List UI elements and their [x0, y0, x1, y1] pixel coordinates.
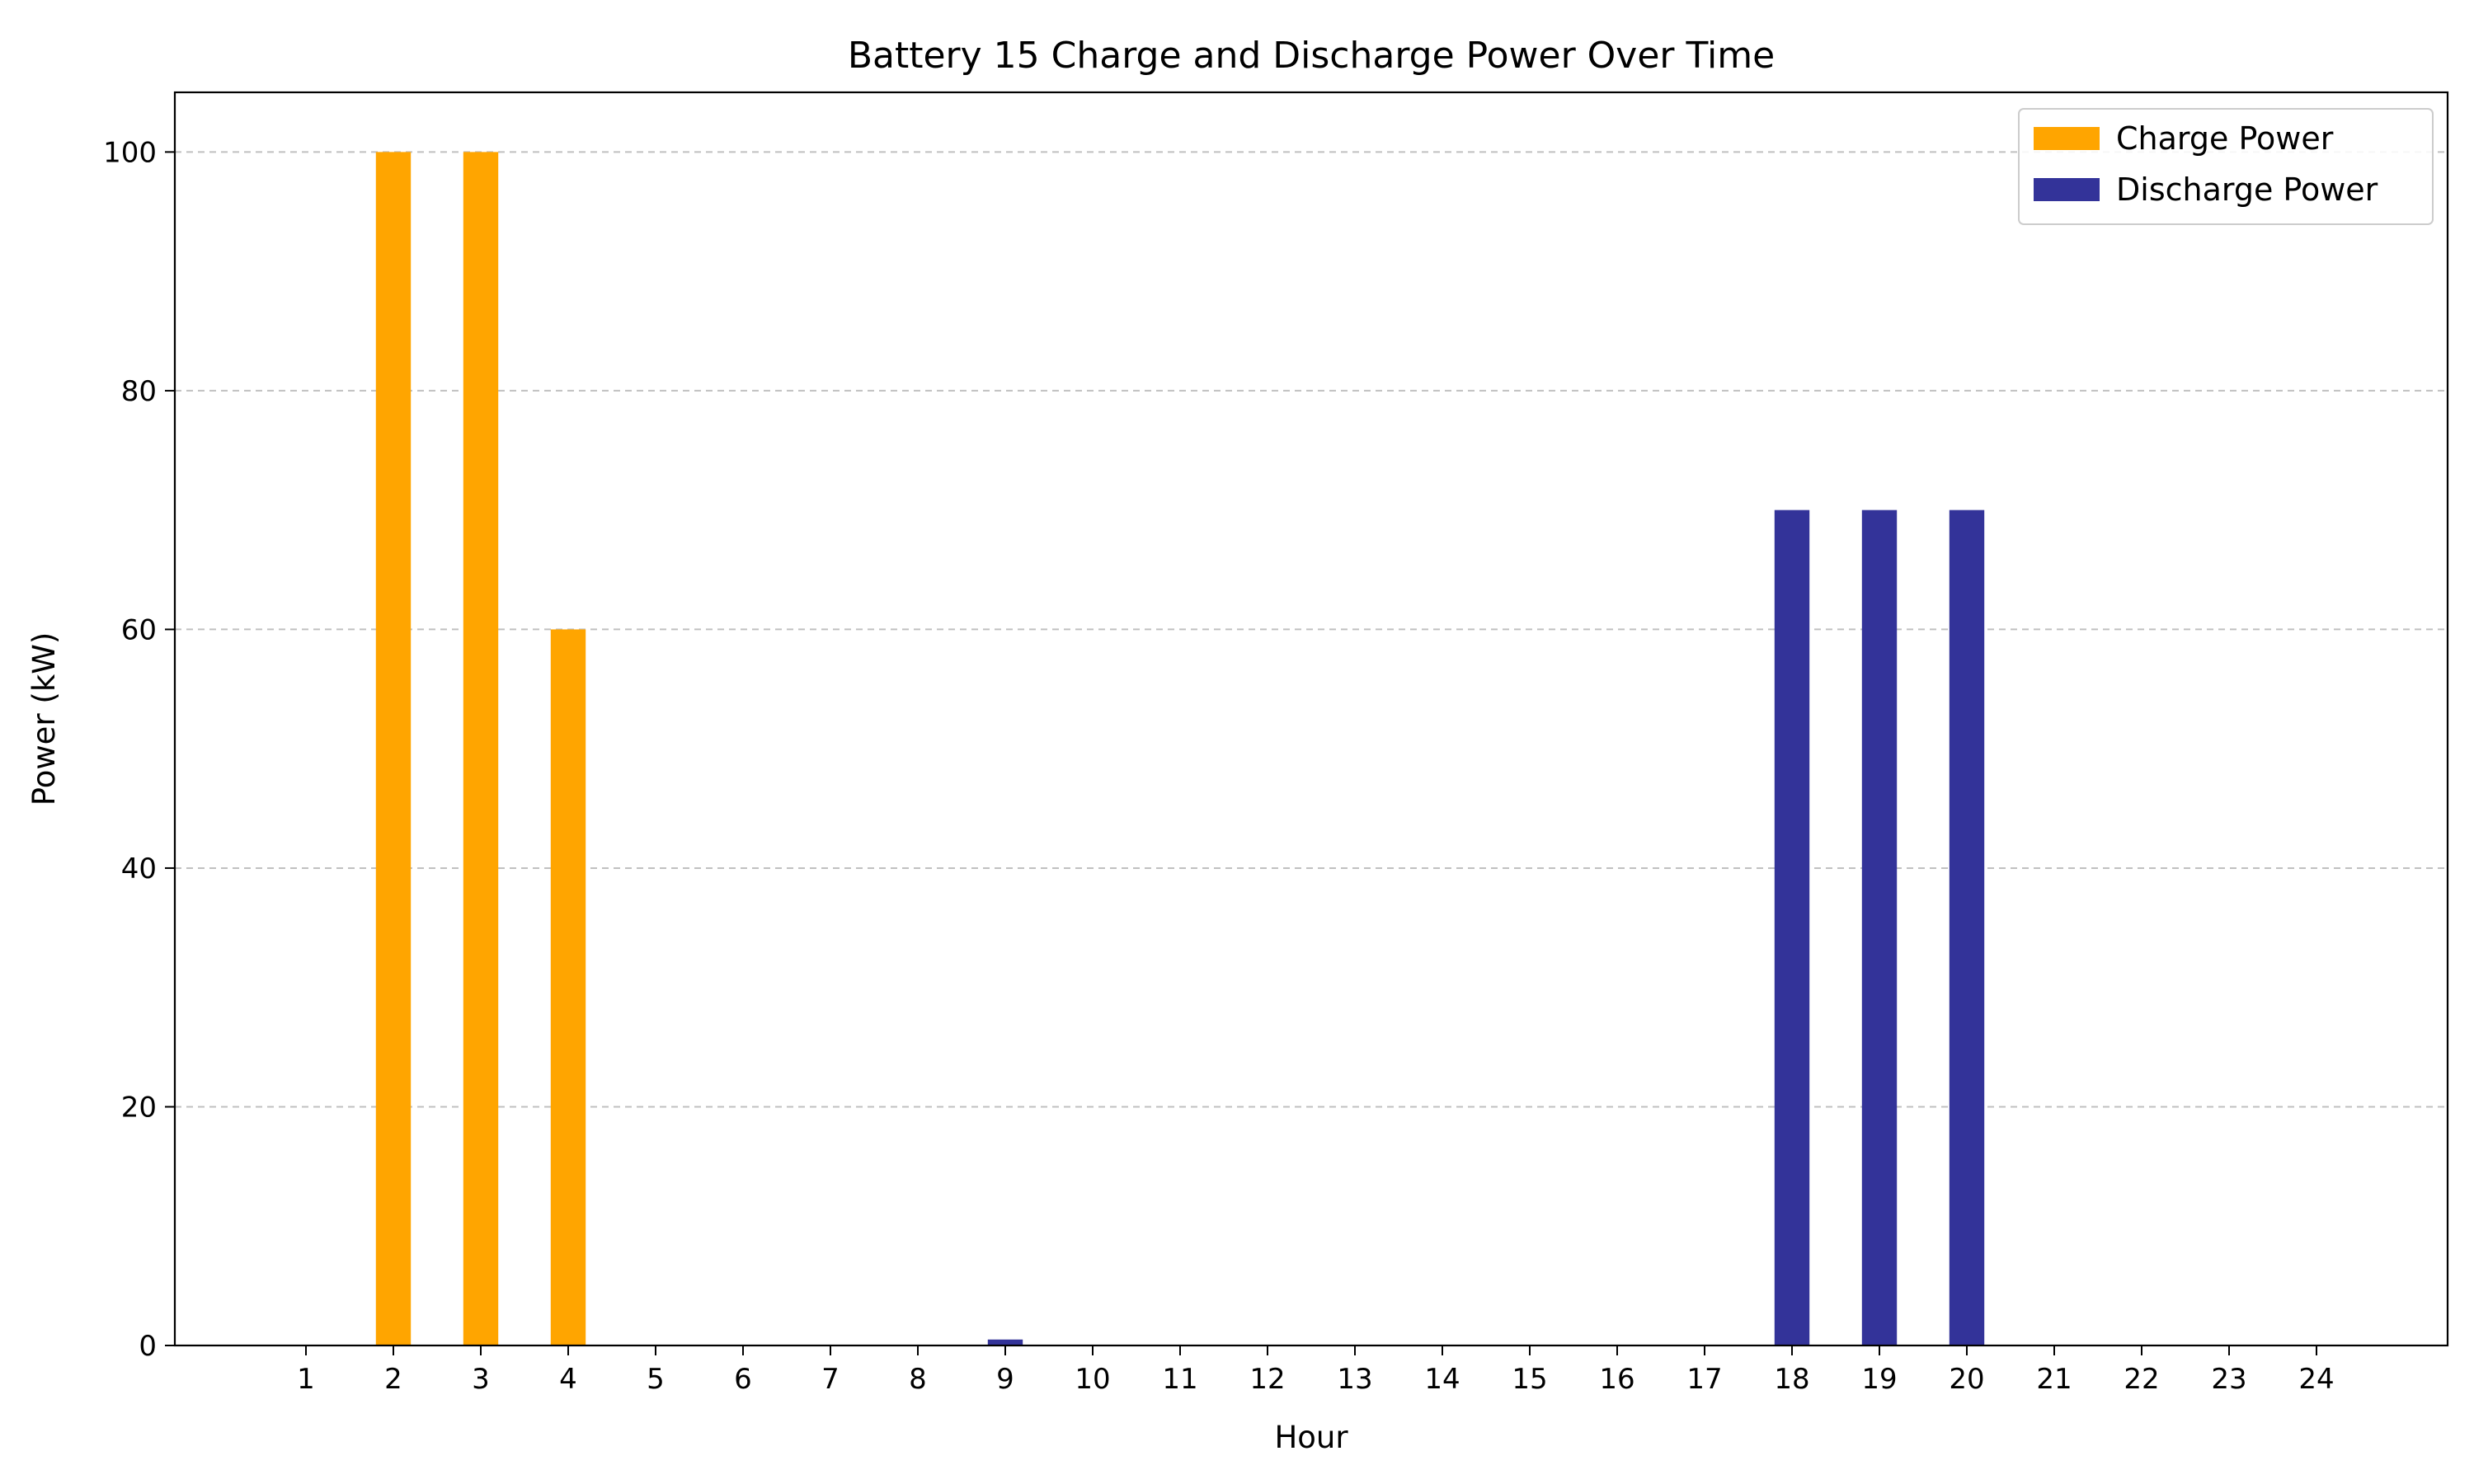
chart-title: Battery 15 Charge and Discharge Power Ov…: [848, 35, 1775, 77]
discharge-bar-hour-19: [1861, 510, 1898, 1345]
x-tick-label: 1: [297, 1363, 315, 1396]
plot-frame: [173, 91, 2449, 1347]
y-axis-label: Power (kW): [26, 632, 62, 806]
x-tick-label: 15: [1512, 1363, 1547, 1396]
x-tick-label: 23: [2211, 1363, 2246, 1396]
x-tick-label: 9: [996, 1363, 1014, 1396]
x-tick-label: 22: [2124, 1363, 2159, 1396]
legend-label-charge: Charge Power: [2116, 120, 2334, 157]
x-tick-label: 16: [1599, 1363, 1634, 1396]
x-tick-label: 3: [472, 1363, 490, 1396]
charge-bar-hour-2: [375, 152, 412, 1345]
y-tick-label: 0: [139, 1330, 157, 1363]
x-tick-label: 14: [1424, 1363, 1460, 1396]
x-tick-label: 10: [1075, 1363, 1110, 1396]
x-ticks: 1 2 3 4 5 6 7 8 9 10 11 12 13 14 15 16 17 18 19 20 21 22 23 24: [297, 1345, 2335, 1396]
x-tick-label: 18: [1774, 1363, 1809, 1396]
x-tick-label: 11: [1162, 1363, 1197, 1396]
x-tick-label: 2: [384, 1363, 402, 1396]
grid-layer: [175, 151, 2448, 1108]
discharge-bar-hour-9: [987, 1339, 1023, 1345]
x-tick-label: 17: [1686, 1363, 1722, 1396]
legend-label-discharge: Discharge Power: [2116, 171, 2378, 208]
legend-box: [2018, 108, 2434, 225]
x-tick-label: 13: [1337, 1363, 1372, 1396]
bars-layer: [375, 152, 1985, 1345]
x-tick-label: 12: [1249, 1363, 1285, 1396]
x-tick-label: 5: [647, 1363, 665, 1396]
x-tick-label: 7: [821, 1363, 840, 1396]
x-tick-label: 6: [734, 1363, 752, 1396]
x-tick-label: 8: [909, 1363, 927, 1396]
charge-bar-hour-3: [463, 152, 499, 1345]
x-tick-label: 21: [2036, 1363, 2072, 1396]
x-tick-label: 4: [559, 1363, 577, 1396]
discharge-bar-hour-18: [1774, 510, 1810, 1345]
x-axis-label: Hour: [1274, 1420, 1348, 1455]
legend-swatch-discharge: [2034, 178, 2100, 201]
x-tick-label: 19: [1861, 1363, 1897, 1396]
y-tick-label: 60: [121, 613, 157, 646]
legend: Charge Power Discharge Power: [2018, 108, 2434, 225]
charge-bar-hour-4: [550, 629, 586, 1345]
y-tick-label: 80: [121, 375, 157, 408]
y-ticks: 0 20 40 60 80 100: [103, 136, 175, 1363]
y-tick-label: 20: [121, 1091, 157, 1124]
y-tick-label: 40: [121, 852, 157, 885]
legend-swatch-charge: [2034, 127, 2100, 150]
y-tick-label: 100: [103, 136, 157, 169]
discharge-bar-hour-20: [1949, 510, 1985, 1345]
x-tick-label: 24: [2298, 1363, 2334, 1396]
x-tick-label: 20: [1949, 1363, 1984, 1396]
